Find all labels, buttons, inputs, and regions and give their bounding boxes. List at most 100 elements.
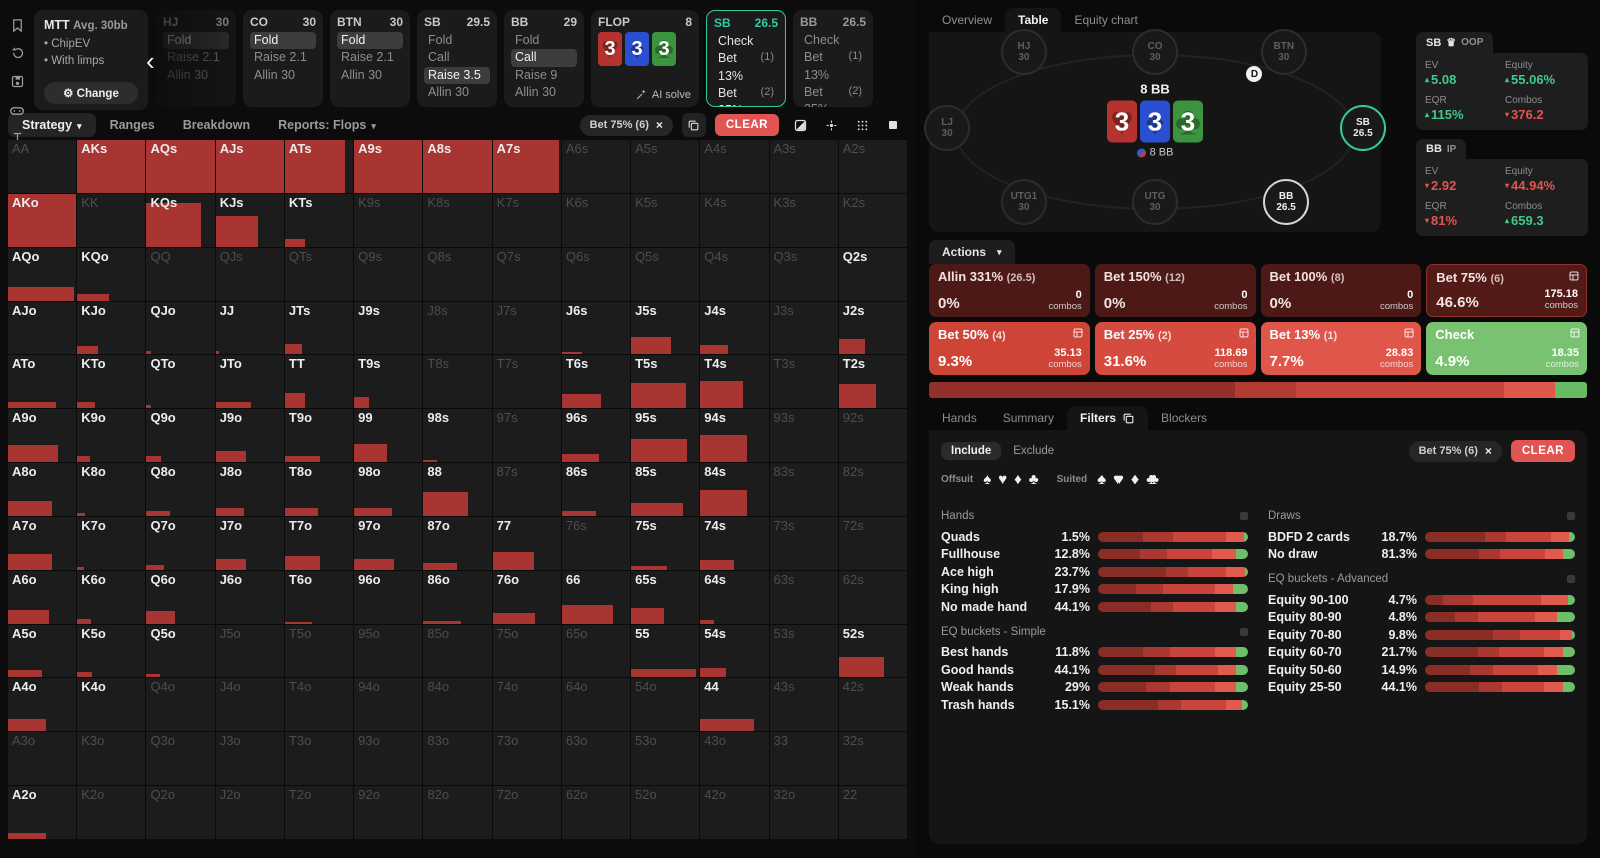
hand-cell-Q6o[interactable]: Q6o xyxy=(146,570,215,624)
position-column-bb[interactable]: BB 29 Fold Call Raise 9 Allin 30 xyxy=(504,10,584,107)
tab-summary[interactable]: Summary xyxy=(990,406,1067,430)
hand-cell-J5o[interactable]: J5o xyxy=(215,624,284,678)
hand-cell-J3o[interactable]: J3o xyxy=(215,732,284,786)
hand-cell-65o[interactable]: 65o xyxy=(561,624,631,678)
hand-cell-JTo[interactable]: JTo xyxy=(215,355,284,409)
hand-cell-KQs[interactable]: KQs xyxy=(146,193,215,247)
action-card-icon[interactable] xyxy=(1568,270,1580,282)
hand-cell-Q3s[interactable]: Q3s xyxy=(769,247,838,301)
hand-cell-98s[interactable]: 98s xyxy=(423,409,492,463)
hand-cell-A6o[interactable]: A6o xyxy=(8,570,77,624)
hand-cell-65s[interactable]: 65s xyxy=(631,570,700,624)
hand-cell-64o[interactable]: 64o xyxy=(561,678,631,732)
stat-row-no-draw[interactable]: No draw 81.3% xyxy=(1268,546,1575,564)
action-option[interactable]: Raise 2.1 xyxy=(337,49,403,66)
hand-cell-93o[interactable]: 93o xyxy=(354,732,423,786)
square-icon[interactable] xyxy=(887,119,899,131)
hand-cell-T9s[interactable]: T9s xyxy=(354,355,423,409)
hand-cell-J7o[interactable]: J7o xyxy=(215,516,284,570)
stat-row-no-made-hand[interactable]: No made hand 44.1% xyxy=(941,598,1248,616)
hand-cell-95o[interactable]: 95o xyxy=(354,624,423,678)
hand-cell-96o[interactable]: 96o xyxy=(354,570,423,624)
hand-cell-Q7s[interactable]: Q7s xyxy=(492,247,561,301)
action-option[interactable]: Bet 13% (1) xyxy=(800,49,866,84)
hand-cell-J6s[interactable]: J6s xyxy=(561,301,631,355)
action-option[interactable]: Bet 25% (2) xyxy=(800,84,866,107)
hand-cell-55[interactable]: 55 xyxy=(631,624,700,678)
hand-cell-94s[interactable]: 94s xyxy=(700,409,769,463)
hand-cell-K9o[interactable]: K9o xyxy=(77,409,146,463)
action-option[interactable]: Fold xyxy=(337,32,403,50)
tab-equity-chart[interactable]: Equity chart xyxy=(1074,13,1138,27)
heart-pair-icon[interactable]: ♥♥ xyxy=(1113,471,1124,488)
hand-cell-Q4s[interactable]: Q4s xyxy=(700,247,769,301)
hand-cell-22[interactable]: 22 xyxy=(838,786,907,839)
hand-cell-J9s[interactable]: J9s xyxy=(354,301,423,355)
hand-cell-JTs[interactable]: JTs xyxy=(284,301,354,355)
hand-cell-KJo[interactable]: KJo xyxy=(77,301,146,355)
hand-cell-A6s[interactable]: A6s xyxy=(561,140,631,193)
contrast-button[interactable] xyxy=(788,113,812,137)
hand-cell-QQ[interactable]: QQ xyxy=(146,247,215,301)
action-option[interactable]: Allin 30 xyxy=(511,84,577,101)
tab-reports-flops[interactable]: Reports: Flops ▾ xyxy=(264,113,390,137)
hand-cell-95s[interactable]: 95s xyxy=(631,409,700,463)
stat-row-weak-hands[interactable]: Weak hands 29% xyxy=(941,679,1248,697)
hand-cell-44[interactable]: 44 xyxy=(700,678,769,732)
hand-cell-72o[interactable]: 72o xyxy=(492,786,561,839)
action-option[interactable]: Raise 2.1 xyxy=(250,49,316,66)
hand-cell-AQo[interactable]: AQo xyxy=(8,247,77,301)
hand-cell-75o[interactable]: 75o xyxy=(492,624,561,678)
seat-hj[interactable]: HJ 30 xyxy=(1000,29,1047,75)
target-icon[interactable] xyxy=(825,119,838,132)
heart-icon[interactable]: ♥ xyxy=(998,471,1008,488)
hand-cell-Q8o[interactable]: Q8o xyxy=(146,463,215,516)
tab-blockers[interactable]: Blockers xyxy=(1148,406,1220,430)
hand-cell-AJs[interactable]: AJs xyxy=(215,140,284,193)
hand-cell-KK[interactable]: KK xyxy=(77,193,146,247)
position-column-co[interactable]: CO 30 Fold Raise 2.1 Allin 30 xyxy=(243,10,323,107)
hand-cell-AA[interactable]: AA xyxy=(8,140,77,193)
hand-cell-T2o[interactable]: T2o xyxy=(284,786,354,839)
hand-cell-K2s[interactable]: K2s xyxy=(838,193,907,247)
stat-row-fullhouse[interactable]: Fullhouse 12.8% xyxy=(941,546,1248,564)
hand-cell-K4o[interactable]: K4o xyxy=(77,678,146,732)
hand-cell-K8s[interactable]: K8s xyxy=(423,193,492,247)
hand-cell-AJo[interactable]: AJo xyxy=(8,301,77,355)
hand-cell-J3s[interactable]: J3s xyxy=(769,301,838,355)
scroll-left-chevron[interactable]: ‹ xyxy=(146,46,155,76)
tab-strategy[interactable]: Strategy ▾ xyxy=(8,113,96,137)
stat-row-good-hands[interactable]: Good hands 44.1% xyxy=(941,661,1248,679)
hand-cell-T9o[interactable]: T9o xyxy=(284,409,354,463)
hand-cell-A9s[interactable]: A9s xyxy=(354,140,423,193)
hand-cell-99[interactable]: 99 xyxy=(354,409,423,463)
hand-cell-92s[interactable]: 92s xyxy=(838,409,907,463)
hand-cell-QJs[interactable]: QJs xyxy=(215,247,284,301)
hand-cell-96s[interactable]: 96s xyxy=(561,409,631,463)
hand-cell-88[interactable]: 88 xyxy=(423,463,492,516)
hand-cell-76s[interactable]: 76s xyxy=(561,516,631,570)
hand-cell-84s[interactable]: 84s xyxy=(700,463,769,516)
stat-row-equity-90-100[interactable]: Equity 90-100 4.7% xyxy=(1268,591,1575,609)
hand-cell-T4o[interactable]: T4o xyxy=(284,678,354,732)
seat-lj[interactable]: LJ 30 xyxy=(924,105,971,151)
hand-cell-QJo[interactable]: QJo xyxy=(146,301,215,355)
hand-cell-64s[interactable]: 64s xyxy=(700,570,769,624)
diamond-icon[interactable]: ♦ xyxy=(1014,471,1022,488)
hand-cell-J4s[interactable]: J4s xyxy=(700,301,769,355)
action-card-icon[interactable] xyxy=(1072,327,1084,339)
action-option[interactable]: Check xyxy=(714,33,778,50)
hand-cell-A7s[interactable]: A7s xyxy=(492,140,561,193)
spade-icon[interactable]: ♠ xyxy=(983,471,992,488)
action-option[interactable]: Fold xyxy=(250,32,316,50)
hand-cell-63o[interactable]: 63o xyxy=(561,732,631,786)
hand-cell-Q8s[interactable]: Q8s xyxy=(423,247,492,301)
action-card-icon[interactable] xyxy=(1569,327,1581,339)
hand-cell-A5o[interactable]: A5o xyxy=(8,624,77,678)
action-card-bet-13-[interactable]: Bet 13% (1) 7.7% 28.83 combos xyxy=(1260,322,1422,375)
hand-cell-T4s[interactable]: T4s xyxy=(700,355,769,409)
hand-cell-32o[interactable]: 32o xyxy=(769,786,838,839)
hand-cell-K7s[interactable]: K7s xyxy=(492,193,561,247)
hand-cell-54o[interactable]: 54o xyxy=(631,678,700,732)
seat-bb[interactable]: BB 26.5 xyxy=(1263,179,1310,225)
